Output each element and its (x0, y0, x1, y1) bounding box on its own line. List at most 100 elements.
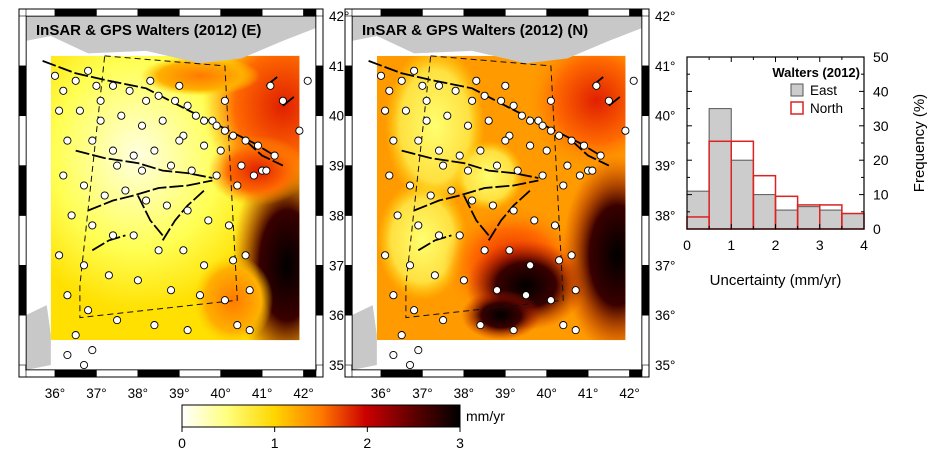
fault-trace (487, 189, 531, 241)
frame-checker (261, 369, 304, 378)
gps-station (629, 76, 638, 85)
legend-swatch-north (790, 101, 804, 115)
gps-station (588, 166, 597, 175)
gps-station (530, 216, 539, 225)
insar-track-outline (79, 55, 238, 319)
gps-station (422, 96, 431, 105)
gps-station (137, 166, 147, 175)
frame-checker (641, 314, 650, 366)
frame-checker (18, 215, 27, 266)
raster-region-mid (193, 255, 274, 341)
lon-tick-label: 39° (495, 386, 515, 401)
frame-checker (18, 314, 27, 366)
frame-checker (96, 369, 139, 378)
lon-tick-label: 42° (293, 386, 313, 401)
bar-east (775, 209, 799, 230)
gps-station (79, 360, 89, 370)
lat-tick-label: 42° (655, 9, 675, 24)
x-axis-label: Uncertainty (mm/yr) (710, 272, 842, 289)
y-tick-label: 0 (873, 221, 881, 237)
gps-station (150, 146, 159, 155)
gps-station (567, 251, 576, 260)
gps-station (162, 201, 171, 210)
colorbar: mm/yr 0 1 2 3 (178, 404, 505, 451)
gps-station (63, 350, 72, 360)
lat-tick-label: 42° (329, 9, 349, 24)
gps-station (88, 221, 97, 230)
gps-station (278, 96, 287, 105)
bar-east (819, 209, 843, 230)
frame-checker (641, 15, 650, 67)
fault-trace (368, 60, 602, 157)
gps-station (434, 146, 444, 155)
lon-tick-label: 37° (86, 386, 106, 401)
gps-station (389, 136, 398, 145)
gps-station (113, 316, 122, 325)
gps-station (451, 86, 460, 95)
lat-tick-label: 36° (655, 308, 675, 323)
frame-checker (303, 369, 317, 378)
gps-station (249, 171, 258, 180)
frame-checker (641, 115, 650, 166)
frame-checker (18, 15, 27, 67)
frame-checker (546, 8, 589, 17)
gps-station (166, 161, 176, 170)
frame-checker (137, 8, 180, 17)
gps-station (501, 136, 510, 145)
gps-station (521, 291, 531, 300)
gps-station (195, 291, 205, 300)
frame-checker (54, 8, 97, 17)
gps-station (121, 186, 130, 195)
frame-checker (344, 314, 353, 366)
legend-label-east: East (810, 83, 837, 98)
gps-station (96, 96, 105, 105)
gps-station (472, 76, 481, 85)
frame-checker (18, 115, 27, 166)
gps-station (129, 231, 138, 240)
gps-station (381, 251, 390, 260)
gps-station (237, 161, 246, 170)
gps-station (241, 251, 250, 260)
gps-station (79, 261, 89, 270)
fault-trace (75, 149, 213, 179)
gps-station (220, 296, 229, 305)
gps-station (55, 106, 64, 115)
gps-station (245, 286, 254, 295)
gps-station (158, 116, 167, 125)
gps-station (538, 121, 547, 130)
frame-checker (587, 8, 630, 17)
frame-checker (344, 215, 353, 266)
gps-station (538, 171, 547, 180)
gps-station (137, 121, 147, 130)
legend-swatch-east (790, 83, 804, 97)
frame-checker (315, 65, 324, 117)
lat-tick-label: 38° (655, 208, 675, 223)
gps-station (526, 116, 535, 125)
lat-tick-label: 40° (655, 109, 675, 124)
fault-trace (244, 139, 284, 167)
frame-checker (463, 369, 506, 378)
gps-station (559, 321, 568, 330)
frame-checker (344, 15, 353, 67)
frame-checker (351, 8, 382, 17)
lat-tick-label: 41° (655, 59, 675, 74)
gps-station (410, 306, 419, 315)
gps-station (385, 86, 394, 95)
gps-station (295, 126, 304, 135)
gps-station (604, 96, 613, 105)
gps-station (220, 96, 229, 105)
bar-east (841, 213, 865, 230)
gps-station (546, 126, 555, 135)
gps-station (414, 346, 423, 355)
frame-checker (587, 369, 630, 378)
map-panel-north: InSAR & GPS Walters (2012) (N) 36° 37° 38° 3… (344, 8, 675, 401)
frame-checker (220, 369, 263, 378)
gps-station (108, 146, 118, 155)
gps-station (439, 316, 448, 325)
colorbar-tick-label: 0 (178, 435, 186, 451)
map-title: InSAR & GPS Walters (2012) (E) (36, 22, 261, 39)
map-panel-east: InSAR & GPS Walters (2012) (E) 36° 37° 38° 3… (18, 8, 349, 401)
gps-station (389, 291, 398, 300)
gps-station (88, 136, 97, 145)
lat-tick-label: 37° (329, 258, 349, 273)
